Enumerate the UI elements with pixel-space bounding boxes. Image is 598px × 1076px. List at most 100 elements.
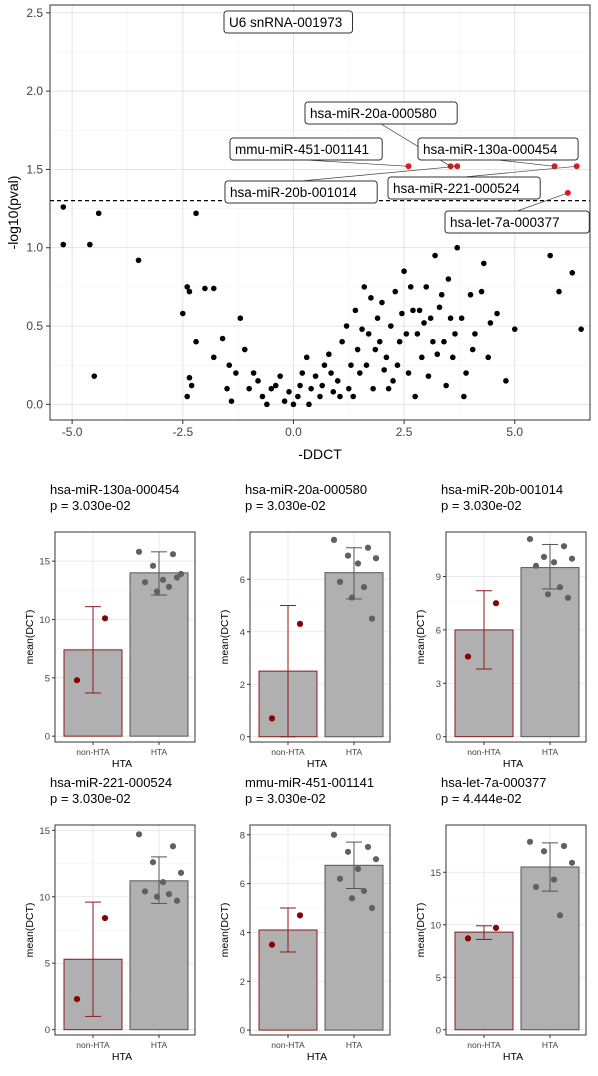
volcano-point — [416, 307, 423, 314]
volcano-point — [281, 398, 288, 405]
bar-y-axis-label: mean(DCT) — [219, 610, 231, 665]
volcano-point — [438, 291, 445, 298]
point-hta — [141, 579, 149, 586]
bar-x-axis-label: HTA — [112, 758, 132, 770]
significant-point-label: hsa-miR-130a-000454 — [423, 142, 558, 157]
volcano-point — [487, 320, 494, 326]
point-hta — [540, 553, 548, 561]
bar-x-axis-label: HTA — [503, 1051, 523, 1063]
bar-x-axis-label: HTA — [112, 1051, 132, 1063]
point-hta — [135, 831, 143, 838]
bar-panel-border — [54, 531, 196, 743]
bar-panel-title: hsa-miR-221-000524 — [50, 775, 172, 790]
volcano-x-tick-label: -2.5 — [172, 425, 193, 439]
point-hta — [526, 536, 534, 543]
volcano-point — [193, 210, 199, 217]
point-hta — [149, 859, 157, 866]
point-hta — [173, 897, 181, 904]
point-hta — [135, 548, 143, 555]
volcano-point — [202, 285, 208, 292]
volcano-point — [184, 284, 191, 290]
point-non-hta — [464, 653, 472, 660]
volcano-point — [224, 385, 230, 392]
bar-panel-border — [445, 824, 587, 1036]
label-box — [387, 176, 541, 200]
volcano-point — [469, 346, 476, 353]
bar-y-tick-label: 5 — [45, 673, 50, 684]
volcano-point — [390, 378, 396, 384]
volcano-point — [407, 284, 414, 290]
point-hta — [532, 883, 540, 891]
volcano-point — [467, 291, 474, 298]
bar-x-tick-label: non-HTA — [271, 747, 305, 757]
bar-y-tick-label: 2 — [240, 680, 245, 691]
bar-y-tick-label: 4 — [240, 928, 245, 939]
bar-y-tick-label: 0 — [436, 732, 441, 743]
volcano-point — [179, 310, 186, 317]
point-hta — [330, 831, 338, 838]
point-hta — [330, 536, 338, 543]
point-non-hta — [492, 600, 500, 607]
volcano-point — [228, 398, 235, 405]
volcano-point — [401, 268, 407, 275]
bar-panel-pvalue: p = 4.444e-02 — [441, 791, 522, 806]
volcano-point — [308, 385, 314, 392]
volcano-point — [392, 288, 399, 295]
bar-x-tick-label: non-HTA — [271, 1040, 305, 1050]
volcano-point — [388, 323, 394, 329]
volcano-point — [95, 210, 102, 217]
volcano-point — [359, 326, 365, 332]
volcano-point — [430, 338, 436, 345]
point-non-hta — [101, 914, 109, 922]
volcano-point — [286, 389, 292, 395]
volcano-point — [312, 373, 319, 379]
volcano-point — [412, 393, 418, 400]
label-connector — [306, 159, 409, 167]
volcano-point — [485, 354, 491, 361]
volcano-point — [255, 378, 261, 384]
point-hta — [540, 848, 548, 855]
point-hta — [348, 895, 356, 902]
volcano-point — [414, 331, 421, 337]
volcano-point — [334, 378, 341, 384]
volcano-point — [345, 385, 352, 392]
volcano-point — [328, 370, 334, 376]
volcano-x-tick-label: -5.0 — [62, 425, 83, 439]
volcano-point — [290, 401, 297, 408]
volcano-point — [445, 276, 452, 282]
bar-y-tick-label: 10 — [430, 920, 441, 931]
volcano-point — [461, 393, 467, 400]
point-hta — [544, 591, 552, 598]
point-hta — [550, 876, 558, 883]
point-hta — [173, 574, 181, 581]
point-hta — [526, 838, 534, 845]
label-connector — [301, 165, 458, 182]
volcano-point — [480, 260, 487, 267]
point-hta — [368, 904, 376, 912]
bar-x-tick-label: non-HTA — [76, 747, 110, 757]
label-connector — [517, 192, 568, 212]
volcano-point — [219, 335, 226, 342]
volcano-point — [556, 288, 562, 295]
volcano-point — [503, 378, 509, 384]
bar-panel-pvalue: p = 3.030e-02 — [245, 791, 326, 806]
label-box — [444, 210, 590, 234]
volcano-point — [443, 382, 449, 389]
volcano-point — [91, 373, 98, 379]
bar-y-tick-label: 15 — [39, 557, 50, 568]
volcano-point — [210, 285, 217, 292]
point-hta — [372, 555, 380, 562]
point-non-hta — [296, 620, 304, 627]
bar-x-tick-label: HTA — [542, 747, 559, 757]
bar-panel-pvalue: p = 3.030e-02 — [245, 498, 326, 513]
volcano-point — [383, 354, 390, 361]
volcano-point — [226, 362, 233, 368]
bar-panel-title: hsa-let-7a-000377 — [441, 775, 547, 790]
volcano-point — [511, 326, 518, 332]
volcano-point — [376, 338, 383, 345]
volcano-point — [319, 382, 326, 389]
volcano-point — [295, 393, 301, 400]
volcano-point — [436, 304, 443, 311]
bar-y-tick-label: 0 — [45, 1025, 50, 1036]
volcano-point — [458, 315, 465, 322]
